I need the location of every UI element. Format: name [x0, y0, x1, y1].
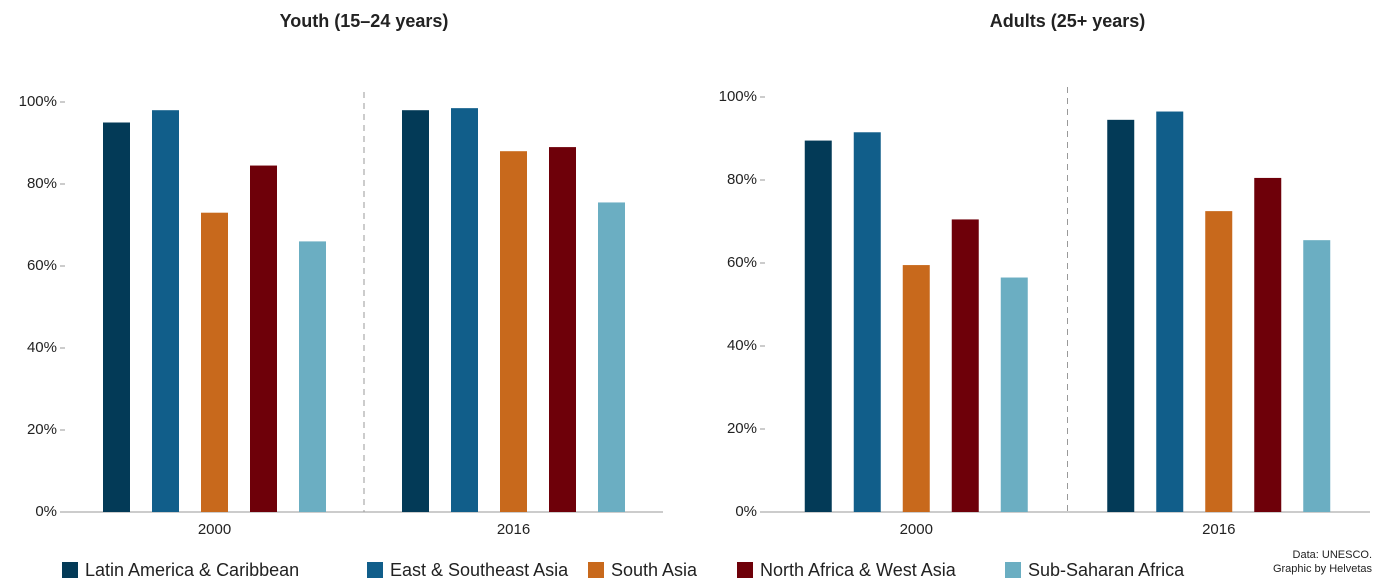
bar — [152, 110, 179, 512]
y-tick-label: 40% — [27, 339, 57, 356]
y-tick-label: 20% — [27, 421, 57, 438]
y-tick-label: 60% — [727, 254, 757, 271]
bar — [902, 265, 930, 512]
chart-title: Adults (25+ years) — [990, 11, 1146, 31]
y-tick-label: 40% — [727, 337, 757, 354]
legend-swatch — [367, 562, 383, 578]
x-tick-label: 2000 — [900, 521, 933, 538]
legend-swatch — [62, 562, 78, 578]
bar — [804, 140, 832, 512]
bar — [299, 241, 326, 512]
bar — [250, 165, 277, 513]
y-tick-label: 100% — [19, 93, 57, 110]
y-tick-label: 100% — [719, 88, 757, 105]
bar — [549, 147, 576, 512]
credit: Data: UNESCO. — [1293, 549, 1372, 561]
chart-title: Youth (15–24 years) — [280, 11, 449, 31]
bar — [402, 110, 429, 512]
bar — [1107, 119, 1135, 512]
y-tick-label: 0% — [35, 503, 57, 520]
bar — [201, 212, 228, 512]
legend-label: South Asia — [611, 560, 698, 580]
y-tick-label: 80% — [727, 171, 757, 188]
bar — [500, 151, 527, 512]
bar — [1156, 111, 1184, 513]
credit: Graphic by Helvetas — [1273, 563, 1373, 575]
bar — [1000, 277, 1028, 512]
y-tick-label: 0% — [735, 503, 757, 520]
bar — [1205, 211, 1233, 512]
legend-label: Sub-Saharan Africa — [1028, 560, 1185, 580]
legend-swatch — [588, 562, 604, 578]
bar — [951, 219, 979, 513]
legend-label: Latin America & Caribbean — [85, 560, 299, 580]
y-tick-label: 60% — [27, 257, 57, 274]
bar — [1254, 177, 1282, 513]
legend-label: North Africa & West Asia — [760, 560, 957, 580]
x-tick-label: 2016 — [497, 521, 530, 538]
y-tick-label: 80% — [27, 175, 57, 192]
legend-swatch — [737, 562, 753, 578]
legend-swatch — [1005, 562, 1021, 578]
legend-label: East & Southeast Asia — [390, 560, 569, 580]
bar — [598, 202, 625, 512]
bar — [1303, 240, 1331, 513]
y-tick-label: 20% — [727, 420, 757, 437]
x-tick-label: 2000 — [198, 521, 231, 538]
bar — [103, 122, 130, 512]
bar — [853, 132, 881, 512]
bar — [451, 108, 478, 513]
x-tick-label: 2016 — [1202, 521, 1235, 538]
